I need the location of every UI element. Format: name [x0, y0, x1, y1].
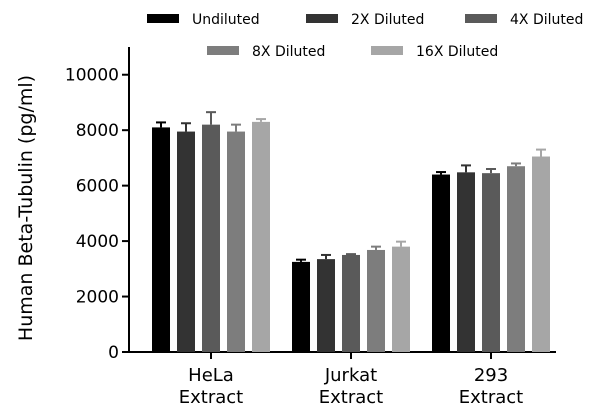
bar — [227, 131, 245, 352]
legend-label: 2X Diluted — [351, 12, 424, 28]
bars — [152, 111, 550, 353]
bar — [457, 172, 475, 352]
x-tick-label: Extract — [459, 387, 523, 408]
y-axis: 0 2000 4000 6000 8000 10000 — [65, 47, 130, 363]
x-tick-label: HeLa — [188, 365, 234, 386]
y-axis-title: Human Beta-Tubulin (pg/ml) — [15, 75, 37, 341]
legend-label: 16X Diluted — [416, 44, 498, 60]
legend-label: Undiluted — [192, 12, 260, 28]
legend-item: 16X Diluted — [371, 44, 498, 60]
x-tick-label: 293 — [474, 365, 508, 386]
y-tick-label: 8000 — [76, 121, 119, 141]
bar — [292, 261, 310, 352]
bar — [152, 127, 170, 352]
y-tick-label: 2000 — [76, 288, 119, 308]
bar — [532, 156, 550, 352]
legend-item: 2X Diluted — [306, 12, 424, 28]
bar — [392, 246, 410, 352]
legend-label: 4X Diluted — [510, 12, 583, 28]
y-tick-label: 4000 — [76, 232, 119, 252]
x-tick-label: Extract — [319, 387, 383, 408]
bar — [252, 121, 270, 352]
bar — [342, 254, 360, 352]
bar — [177, 131, 195, 352]
y-tick-label: 10000 — [65, 66, 119, 86]
bar — [507, 166, 525, 352]
legend-swatch — [465, 14, 497, 23]
bar — [367, 249, 385, 352]
legend-item: 8X Diluted — [207, 44, 325, 60]
legend-swatch — [306, 14, 338, 23]
legend-swatch — [207, 46, 239, 55]
x-tick-label: Extract — [179, 387, 243, 408]
legend-item: Undiluted — [147, 12, 260, 28]
bar — [432, 174, 450, 352]
legend-swatch — [147, 14, 179, 23]
legend-label: 8X Diluted — [252, 44, 325, 60]
x-tick-label: Jurkat — [324, 365, 377, 386]
legend-item: 4X Diluted — [465, 12, 583, 28]
bar — [482, 173, 500, 352]
bar — [317, 259, 335, 352]
bar — [202, 124, 220, 353]
legend: Undiluted 2X Diluted 4X Diluted 8X Diluted 1… — [147, 12, 583, 60]
y-tick-label: 6000 — [76, 177, 119, 197]
y-tick-label: 0 — [108, 343, 119, 363]
legend-swatch — [371, 46, 403, 55]
